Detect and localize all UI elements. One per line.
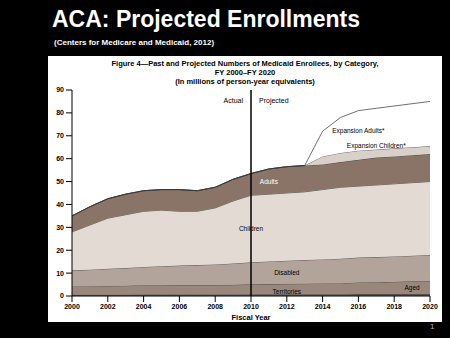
svg-text:30: 30 (56, 224, 64, 231)
svg-text:50: 50 (56, 178, 64, 185)
svg-text:40: 40 (56, 201, 64, 208)
svg-text:2006: 2006 (172, 303, 188, 310)
html-text:1: 1 (430, 322, 435, 331)
svg-text:2016: 2016 (351, 303, 367, 310)
svg-text:Children: Children (239, 225, 264, 232)
svg-text:Aged: Aged (405, 284, 421, 292)
svg-text:80: 80 (56, 109, 64, 116)
svg-text:Fiscal Year: Fiscal Year (231, 313, 270, 320)
svg-text:Actual: Actual (224, 97, 244, 104)
html-text:(In millions of person-year eq: (In millions of person-year equivalents) (175, 77, 315, 86)
svg-text:2010: 2010 (243, 303, 259, 310)
svg-text:2008: 2008 (207, 303, 223, 310)
html-text:ACA: Projected Enrollments: ACA: Projected Enrollments (52, 6, 360, 32)
svg-text:2002: 2002 (100, 303, 116, 310)
svg-text:Expansion Adults*: Expansion Adults* (332, 127, 385, 135)
html-text:(Centers for Medicare and Medi: (Centers for Medicare and Medicaid, 2012… (54, 38, 215, 47)
svg-text:70: 70 (56, 132, 64, 139)
svg-text:0: 0 (60, 292, 64, 299)
svg-text:2018: 2018 (386, 303, 402, 310)
svg-text:10: 10 (56, 270, 64, 277)
svg-text:20: 20 (56, 247, 64, 254)
svg-text:90: 90 (56, 86, 64, 93)
svg-text:Disabled: Disabled (274, 269, 300, 276)
svg-text:Adults: Adults (260, 178, 279, 185)
svg-text:60: 60 (56, 155, 64, 162)
svg-text:Expansion Children*: Expansion Children* (347, 142, 406, 150)
html-text:Figure 4—Past and Projected Nu: Figure 4—Past and Projected Numbers of M… (111, 59, 379, 77)
svg-text:2014: 2014 (315, 303, 331, 310)
svg-text:Territories: Territories (273, 288, 302, 295)
svg-text:Projected: Projected (259, 97, 289, 105)
svg-text:2020: 2020 (422, 303, 438, 310)
svg-text:2000: 2000 (64, 303, 80, 310)
svg-text:2004: 2004 (136, 303, 152, 310)
svg-text:2012: 2012 (279, 303, 295, 310)
